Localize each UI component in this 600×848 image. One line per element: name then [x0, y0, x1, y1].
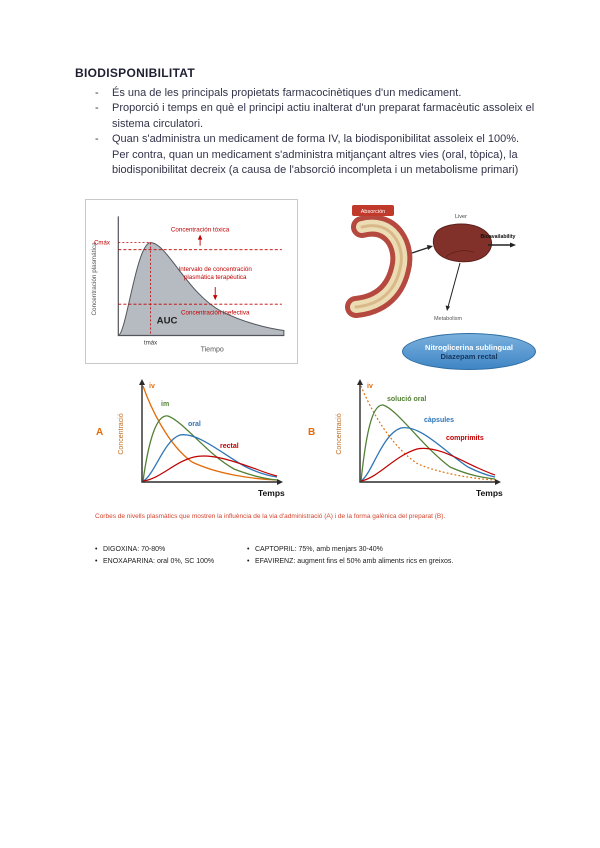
chart-b-x-axis-label: Temps	[476, 488, 503, 498]
bullet-item: Proporció i temps en què el principi act…	[75, 101, 535, 132]
down-arrow-head-icon	[213, 295, 218, 301]
bullet-text: Proporció i temps en què el principi act…	[112, 102, 535, 130]
routes-chart-a: Concentració Temps iv im oral rectal	[118, 379, 285, 498]
series-label-comprimits: comprimits	[446, 435, 484, 442]
examples-callout: Nitroglicerina sublingual Diazepam recta…	[402, 333, 536, 370]
chart-b-axes	[359, 384, 496, 483]
metabolism-arrow	[447, 262, 461, 308]
callout-line2: Diazepam rectal	[440, 351, 498, 361]
curve-iv	[360, 385, 496, 481]
chart-a-yaxis-arrow-icon	[139, 379, 145, 385]
chart-b-y-axis-label: Concentració	[336, 413, 343, 454]
bullet-item: Quan s'administra un medicament de forma…	[75, 132, 535, 178]
liver-lobe-line	[445, 250, 475, 258]
chart-b-yaxis-arrow-icon	[357, 379, 363, 385]
bioavailability-label: Bioavailability	[481, 234, 516, 240]
chart-b-xaxis-arrow-icon	[495, 479, 501, 485]
note-item: ENOXAPARINA: oral 0%, SC 100%	[95, 556, 214, 568]
chart-a-x-axis-label: Temps	[258, 488, 285, 498]
curve-solucio-oral	[360, 404, 496, 482]
forms-chart-b: Concentració Temps iv solució oral càpsu…	[336, 379, 503, 498]
series-label-iv: iv	[367, 383, 373, 390]
text-block: BIODISPONIBILITAT És una de les principa…	[75, 66, 535, 178]
series-label-im: im	[161, 401, 169, 408]
curve-iv	[142, 385, 278, 481]
series-label-iv: iv	[149, 383, 155, 390]
metabolism-label: Metabolism	[434, 316, 463, 322]
curve-rectal	[142, 455, 278, 482]
panel-a-label: A	[96, 427, 104, 438]
chart-a-y-axis-label: Concentració	[118, 413, 125, 454]
pk-curve-chart: Concentración plasmática Cmáx Concentrac…	[91, 216, 285, 354]
anatomy-illustration: Absorción Liver Bioavailability Metaboli…	[345, 205, 516, 322]
liver-label: Liver	[455, 214, 467, 220]
bioavailability-arrow-head-icon	[510, 242, 516, 248]
series-label-rectal: rectal	[220, 443, 239, 450]
pk-axes	[117, 216, 284, 337]
pk-curve-figure: Concentración plasmática Cmáx Concentrac…	[85, 199, 298, 364]
auc-label: AUC	[157, 315, 178, 326]
panel-b-label: B	[308, 427, 316, 438]
chart-a-axes	[141, 384, 278, 483]
tmax-label: tmáx	[144, 341, 157, 347]
up-arrow-head-icon	[197, 234, 203, 240]
chart-a-xaxis-arrow-icon	[277, 479, 283, 485]
auc-shaded-area	[117, 242, 285, 337]
bullet-text: Quan s'administra un medicament de forma…	[112, 133, 520, 177]
curve-capsules	[360, 427, 496, 482]
gut-to-liver-arrow-head-icon	[427, 245, 433, 250]
metabolism-arrow-head-icon	[445, 305, 450, 311]
intestine-lumen	[354, 224, 403, 309]
curve-oral	[142, 434, 278, 482]
curve-comprimits	[360, 447, 496, 482]
therapeutic-label-line2: plasmática terapéutica	[184, 274, 247, 281]
series-label-oral: oral	[188, 421, 201, 428]
absorption-label-box	[352, 205, 394, 216]
notes-left-column: DIGOXINA: 70-80% ENOXAPARINA: oral 0%, S…	[95, 544, 214, 568]
page-title: BIODISPONIBILITAT	[75, 66, 195, 80]
series-label-capsules: càpsules	[424, 417, 454, 424]
liver-shape	[432, 223, 493, 263]
bullet-text: És una de les principals propietats farm…	[112, 87, 462, 99]
gut-to-liver-arrow	[411, 246, 431, 254]
series-label-solucio-oral: solució oral	[387, 396, 426, 403]
therapeutic-label-line1: Intervalo de concentración	[179, 266, 253, 273]
notes-right-column: CAPTOPRIL: 75%, amb menjars 30-40% EFAVI…	[247, 544, 453, 568]
note-item: DIGOXINA: 70-80%	[95, 544, 214, 556]
pk-y-axis-label: Concentración plasmática	[91, 242, 98, 316]
toxic-label: Concentración tóxica	[171, 227, 230, 234]
note-item: EFAVIRENZ: augment fins el 50% amb alime…	[247, 556, 453, 568]
anatomy-figure: Absorción Liver Bioavailability Metaboli…	[328, 205, 522, 327]
pk-x-axis-label: Tiempo	[201, 347, 224, 354]
figure-caption: Corbes de nivells plasmàtics que mostren…	[95, 513, 446, 520]
ineffective-label: Concentración inefectiva	[181, 309, 250, 316]
absorption-label: Absorción	[361, 209, 385, 215]
bullet-list: És una de les principals propietats farm…	[75, 86, 535, 178]
callout-line1: Nitroglicerina sublingual	[425, 342, 513, 352]
bullet-item: És una de les principals propietats farm…	[75, 86, 535, 102]
note-item: CAPTOPRIL: 75%, amb menjars 30-40%	[247, 544, 453, 556]
cmax-label: Cmáx	[94, 241, 110, 247]
